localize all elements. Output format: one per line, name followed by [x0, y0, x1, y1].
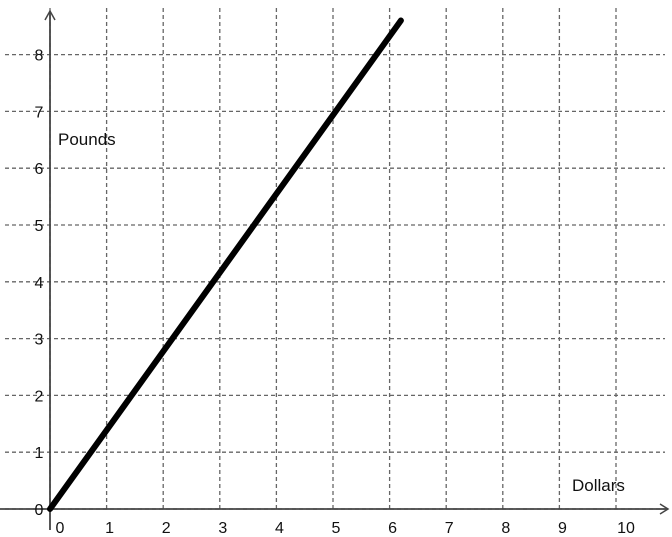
y-tick-label: 0 [35, 502, 44, 519]
x-tick-label: 3 [218, 520, 227, 537]
x-tick-label: 6 [388, 520, 397, 537]
y-tick-label: 6 [35, 161, 44, 178]
x-axis-label: Dollars [572, 476, 625, 495]
tick-labels: 0 1 2 3 4 5 6 7 8 9 10 0 1 2 3 4 5 6 7 8 [35, 48, 635, 537]
axis-labels: Pounds Dollars [58, 130, 625, 495]
y-tick-label: 1 [35, 445, 44, 462]
x-tick-label: 5 [332, 520, 341, 537]
x-tick-label: 2 [162, 520, 171, 537]
series-layer [47, 17, 404, 512]
y-tick-label: 2 [35, 388, 44, 405]
x-tick-label: 8 [501, 520, 510, 537]
series-line [47, 17, 404, 512]
y-tick-label: 4 [35, 275, 44, 292]
x-axis-arrow [659, 503, 670, 515]
x-tick-label: 10 [617, 520, 635, 537]
x-tick-label: 0 [56, 520, 65, 537]
y-axis-arrow [44, 9, 56, 21]
y-tick-label: 8 [35, 48, 44, 65]
y-tick-label: 5 [35, 218, 44, 235]
x-tick-label: 4 [275, 520, 284, 537]
x-tick-label: 7 [445, 520, 454, 537]
y-tick-label: 7 [35, 104, 44, 121]
axes [0, 9, 670, 530]
x-tick-label: 9 [558, 520, 567, 537]
y-axis-label: Pounds [58, 130, 116, 149]
x-tick-label: 1 [105, 520, 114, 537]
y-tick-label: 3 [35, 332, 44, 349]
